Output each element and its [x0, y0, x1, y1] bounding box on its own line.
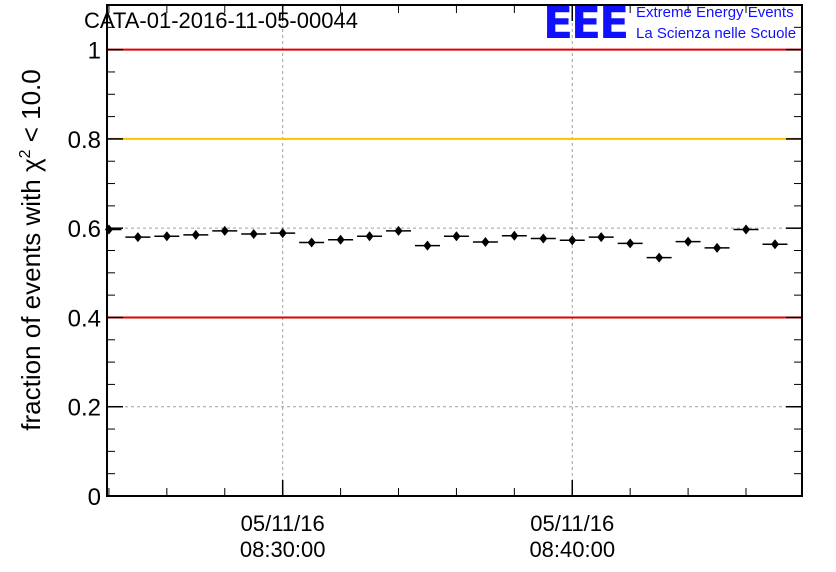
data-point-diamond [770, 239, 779, 250]
data-markers [104, 224, 788, 263]
y-tick-label: 0.8 [68, 127, 101, 154]
y-axis-title-superscript: 2 [17, 149, 34, 158]
y-tick-label: 0.4 [68, 305, 101, 332]
data-point [183, 229, 209, 240]
data-point [646, 252, 672, 263]
data-point [617, 238, 643, 249]
data-point-diamond [539, 233, 548, 244]
data-point [386, 225, 411, 236]
data-point [675, 236, 701, 247]
data-point-diamond [220, 225, 229, 236]
data-point-diamond [597, 232, 606, 243]
data-point [762, 239, 788, 250]
y-tick-label: 1 [88, 38, 101, 65]
y-tick-label: 0.2 [68, 395, 101, 422]
y-tick-label: 0 [88, 484, 101, 511]
data-point-diamond [510, 230, 519, 241]
data-point [704, 242, 730, 253]
plot-frame [106, 4, 803, 497]
run-title: CATA-01-2016-11-05-00044 [84, 8, 358, 33]
axis-ticks [107, 4, 802, 497]
data-point-diamond [626, 238, 635, 249]
x-tick-label: 08:40:00 [529, 537, 615, 562]
data-point-diamond [655, 252, 664, 263]
data-point [212, 225, 238, 236]
y-axis-title-tail: < 10.0 [16, 69, 46, 149]
x-tick-label: 05/11/16 [530, 511, 614, 536]
data-point-diamond [481, 237, 490, 248]
data-point-diamond [365, 231, 374, 242]
data-point-diamond [394, 225, 403, 236]
data-point [530, 233, 556, 244]
data-point [154, 231, 180, 242]
data-point-diamond [307, 237, 316, 248]
data-point [299, 237, 325, 248]
data-point [588, 232, 614, 243]
data-point-diamond [336, 234, 345, 245]
data-point [472, 237, 498, 248]
data-point-diamond [742, 224, 751, 235]
y-axis-title-main: fraction of events with χ [16, 158, 46, 431]
data-point-diamond [568, 235, 577, 246]
data-point-diamond [684, 236, 693, 247]
data-point [501, 230, 527, 241]
reference-lines [107, 48, 802, 319]
grid-lines [107, 5, 802, 496]
x-tick-label: 05/11/16 [241, 511, 325, 536]
tick-labels: 00.20.40.60.8105/11/1608:30:0005/11/1608… [68, 38, 615, 562]
data-point [443, 231, 469, 242]
data-point [125, 232, 151, 243]
data-point [270, 228, 296, 239]
data-point-diamond [713, 242, 722, 253]
data-point [414, 240, 440, 251]
logo-tagline-2: La Scienza nelle Scuole [636, 25, 797, 42]
data-point [241, 228, 267, 239]
data-point [357, 231, 383, 242]
data-point-diamond [162, 231, 171, 242]
data-point-diamond [452, 231, 461, 242]
data-point-diamond [133, 232, 142, 243]
logo-tagline-1: Extreme Energy Events [636, 4, 794, 21]
eee-logo-mark: EEE [543, 0, 629, 49]
y-tick-label: 0.6 [68, 216, 101, 243]
data-point [733, 224, 759, 235]
data-point-diamond [278, 228, 287, 239]
data-point-diamond [249, 228, 258, 239]
data-point [328, 234, 354, 245]
x-tick-label: 08:30:00 [240, 537, 326, 562]
data-point [559, 235, 585, 246]
data-point-diamond [191, 229, 200, 240]
y-axis-title: fraction of events with χ2 < 10.0 [16, 69, 46, 430]
data-point-diamond [423, 240, 432, 251]
